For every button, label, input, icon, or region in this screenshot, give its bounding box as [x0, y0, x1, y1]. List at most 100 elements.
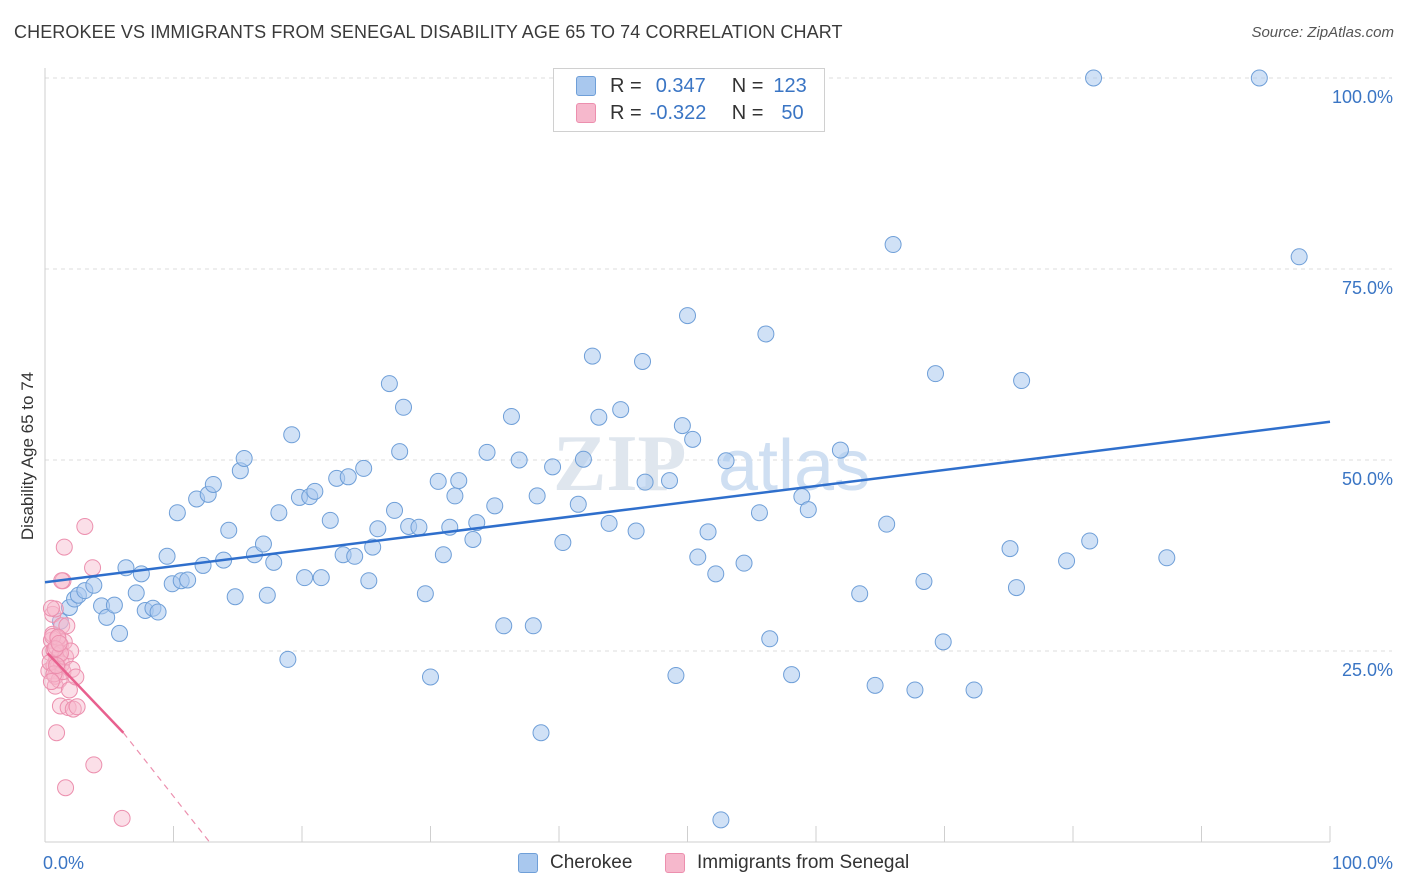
cherokee-point — [346, 547, 364, 565]
cherokee-point — [866, 676, 884, 694]
cherokee-point — [569, 495, 587, 513]
cherokee-point — [1007, 579, 1025, 597]
legend-item-cherokee: Cherokee — [518, 852, 632, 874]
senegal-point — [48, 724, 66, 742]
cherokee-point — [510, 451, 528, 469]
cherokee-point — [149, 603, 167, 621]
cherokee-point — [478, 443, 496, 461]
cherokee-point — [673, 417, 691, 435]
cherokee-point — [270, 504, 288, 522]
cherokee-point — [254, 535, 272, 553]
cherokee-point — [380, 375, 398, 393]
cherokee-point — [783, 666, 801, 684]
cherokee-point — [757, 325, 775, 343]
cherokee-point — [544, 458, 562, 476]
legend-item-senegal: Immigrants from Senegal — [665, 852, 909, 874]
cherokee-point — [532, 724, 550, 742]
senegal-swatch — [576, 103, 596, 123]
legend-label-cherokee: Cherokee — [550, 852, 633, 873]
senegal-point — [113, 809, 131, 827]
legend-r-value: 0.347 — [655, 74, 706, 97]
source-credit: Source: ZipAtlas.com — [1251, 24, 1394, 41]
cherokee-point — [446, 487, 464, 505]
cherokee-point — [574, 450, 592, 468]
cherokee-point — [105, 596, 123, 614]
cherokee-point — [750, 504, 768, 522]
cherokee-point — [661, 472, 679, 490]
legend-n-label: N = — [731, 74, 764, 97]
cherokee-trend-line — [44, 420, 1331, 584]
cherokee-point — [717, 452, 735, 470]
cherokee-point — [194, 556, 212, 574]
y-tick-label: 25.0% — [1342, 660, 1393, 680]
cherokee-point — [364, 538, 382, 556]
cherokee-point — [204, 475, 222, 493]
senegal-point — [50, 634, 68, 652]
cherokee-point — [634, 352, 652, 370]
cherokee-point — [429, 472, 447, 490]
cherokee-point — [279, 650, 297, 668]
cherokee-point — [934, 633, 952, 651]
cherokee-point — [179, 571, 197, 589]
cherokee-point — [612, 401, 630, 419]
senegal-point — [84, 559, 102, 577]
cherokee-point — [85, 576, 103, 594]
cherokee-point — [906, 681, 924, 699]
cherokee-point — [486, 497, 504, 515]
cherokee-point — [355, 459, 373, 477]
legend-n-value: 50 — [781, 101, 804, 124]
cherokee-point — [636, 473, 654, 491]
cherokee-point — [158, 547, 176, 565]
cherokee-point — [761, 630, 779, 648]
cherokee-point — [554, 534, 572, 552]
cherokee-point — [524, 617, 542, 635]
cherokee-point — [884, 236, 902, 254]
cherokee-point — [495, 617, 513, 635]
legend-row-senegal: R = -0.322 N = 50 — [576, 100, 804, 126]
cherokee-point — [1081, 532, 1099, 550]
cherokee-point — [799, 501, 817, 519]
cherokee-point — [684, 430, 702, 448]
senegal-swatch — [665, 853, 685, 873]
cherokee-point — [699, 523, 717, 541]
legend-n-value: 123 — [773, 74, 807, 97]
cherokee-point — [98, 608, 116, 626]
legend-r-label: R = — [610, 74, 642, 97]
chart-title: CHEROKEE VS IMMIGRANTS FROM SENEGAL DISA… — [14, 22, 843, 42]
cherokee-point — [360, 572, 378, 590]
cherokee-point — [851, 585, 869, 603]
correlation-legend: R = 0.347 N = 123 R = -0.322 N = 50 — [553, 68, 825, 132]
y-tick-label: 100.0% — [1332, 87, 1393, 107]
senegal-point — [55, 538, 73, 556]
senegal-point — [57, 779, 75, 797]
x-tick-label: 0.0% — [43, 853, 84, 873]
senegal-point — [42, 599, 60, 617]
cherokee-point — [689, 548, 707, 566]
y-tick-label: 50.0% — [1342, 469, 1393, 489]
cherokee-point — [265, 553, 283, 571]
senegal-point — [42, 673, 60, 691]
legend-r-value: -0.322 — [649, 101, 707, 124]
cherokee-point — [1290, 248, 1308, 266]
senegal-point — [58, 617, 76, 635]
senegal-point — [67, 668, 85, 686]
cherokee-point — [1058, 552, 1076, 570]
cherokee-point — [1013, 372, 1031, 390]
legend-n-label: N = — [731, 101, 764, 124]
cherokee-point — [296, 569, 314, 587]
cherokee-point — [369, 520, 387, 538]
cherokee-point — [735, 554, 753, 572]
cherokee-point — [464, 530, 482, 548]
cherokee-point — [111, 624, 129, 642]
cherokee-point — [220, 521, 238, 539]
cherokee-point — [410, 518, 428, 536]
cherokee-point — [132, 565, 150, 583]
legend-label-senegal: Immigrants from Senegal — [697, 852, 910, 873]
cherokee-point — [395, 398, 413, 416]
cherokee-point — [927, 365, 945, 383]
cherokee-point — [127, 584, 145, 602]
cherokee-point — [965, 681, 983, 699]
senegal-point — [85, 756, 103, 774]
cherokee-point — [168, 504, 186, 522]
x-tick-label: 100.0% — [1332, 853, 1393, 873]
